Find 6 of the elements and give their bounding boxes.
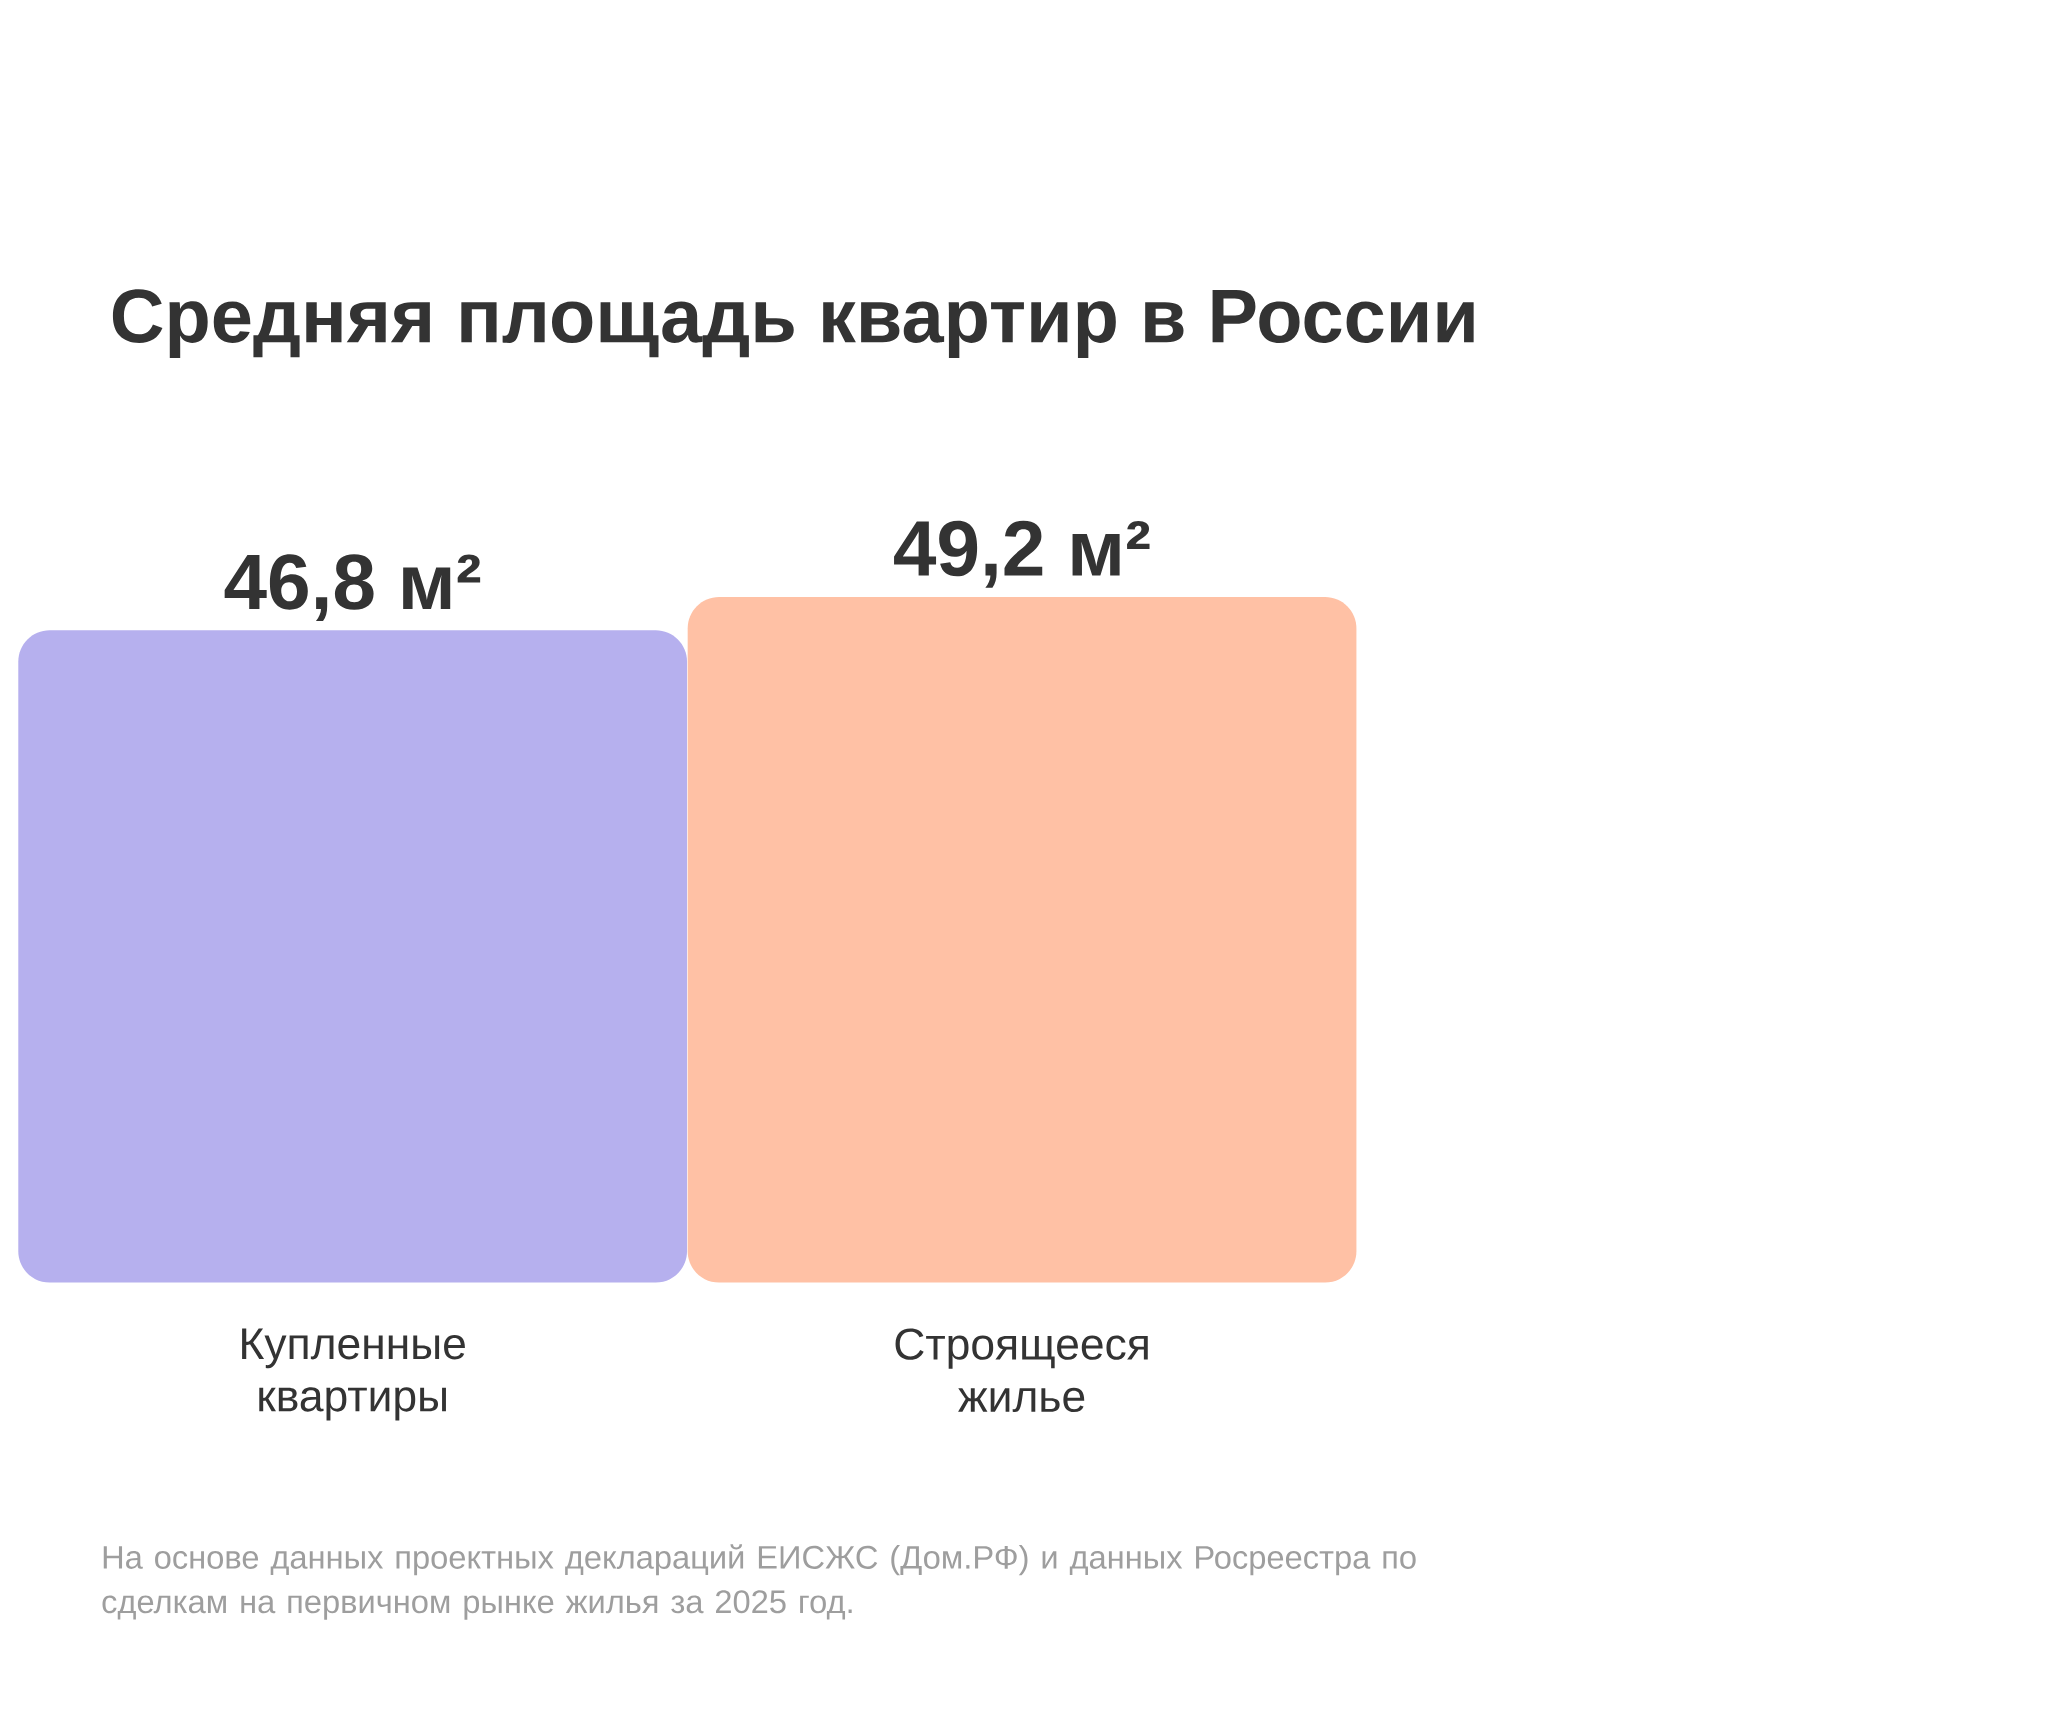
data-label: 49,2 м² xyxy=(894,520,1150,588)
x-tick-label: Купленные квартиры xyxy=(242,1328,465,1421)
x-tick-label: Строящееся жилье xyxy=(895,1328,1148,1413)
chart-title: Средняя площадь квартир в России xyxy=(112,289,1474,358)
data-label: 46,8 м² xyxy=(224,554,481,622)
text: На основе данных проектных деклараций ЕИСЖС (Дом.РФ) и данных Росреестра по сделкам на первичном рынке жилья за 2025 год. xyxy=(102,1544,1416,1620)
